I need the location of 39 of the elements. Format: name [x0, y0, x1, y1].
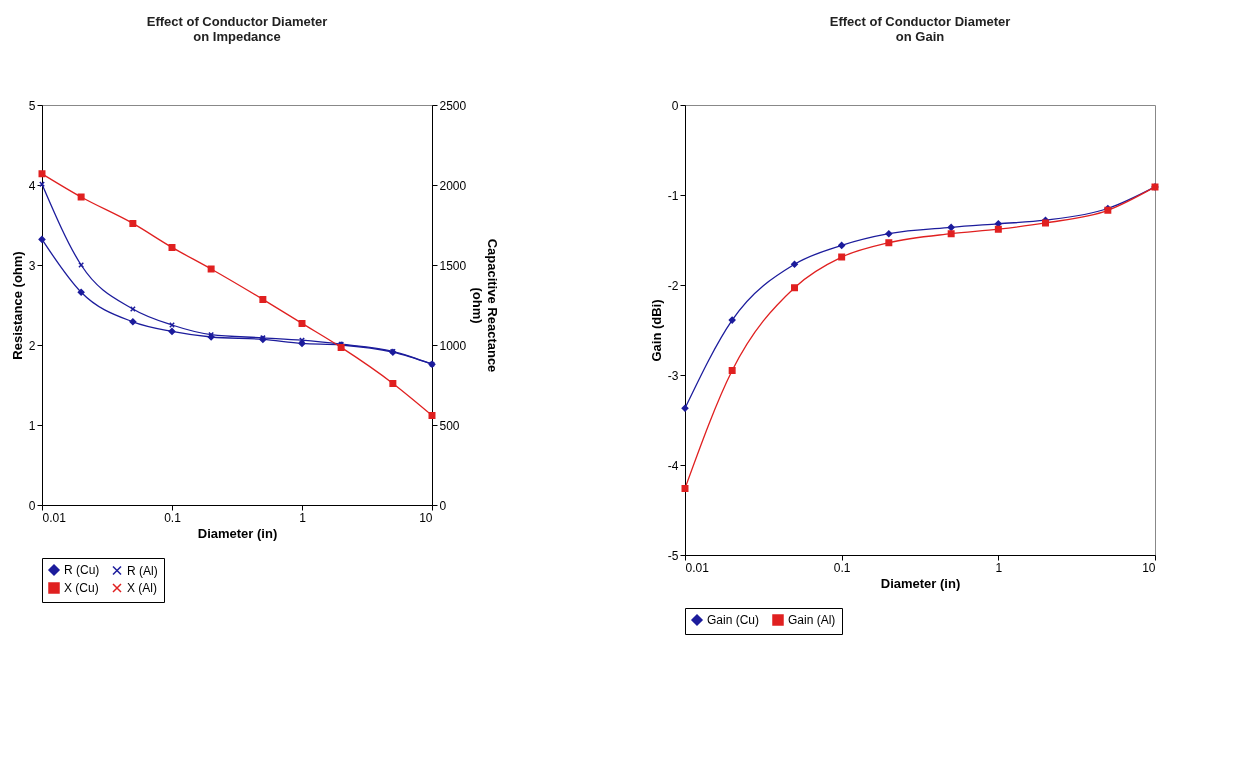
- y2-tick-label: 1500: [439, 258, 467, 273]
- x-tick-label: 0.1: [164, 510, 182, 525]
- y-axis-title: Resistance (ohm): [9, 251, 25, 360]
- y-tick-label: 3: [28, 258, 36, 273]
- y-tick-label: 1: [28, 418, 36, 433]
- y-axis-title: Gain (dBi): [648, 299, 664, 362]
- x-axis-title: Diameter (in): [197, 525, 278, 541]
- x-axis-title: Diameter (in): [880, 575, 961, 591]
- y2-axis-title: Capacitive Reactance (ohm): [470, 238, 501, 373]
- x-tick-label: 0.01: [685, 560, 710, 575]
- y2-tick-label: 500: [439, 418, 460, 433]
- x-tick-label: 10: [419, 510, 433, 525]
- legend-label: X (Cu): [64, 581, 99, 595]
- x-tick-label: 10: [1142, 560, 1156, 575]
- y-tick-label: 4: [28, 178, 36, 193]
- legend-label: R (Al): [127, 563, 158, 578]
- y2-tick-label: 2000: [439, 178, 467, 193]
- y-tick-label: -1: [667, 188, 679, 203]
- y2-tick-label: 0: [439, 498, 447, 513]
- x-tick-label: 1: [995, 560, 1003, 575]
- y2-tick-label: 1000: [439, 338, 467, 353]
- chart-title: Effect of Conductor Diameter on Gain: [829, 14, 1011, 44]
- y-tick-label: 2: [28, 338, 36, 353]
- y-tick-label: -5: [667, 548, 679, 563]
- y-tick-label: -3: [667, 368, 679, 383]
- y-tick-label: -4: [667, 458, 679, 473]
- y-tick-label: 0: [671, 98, 679, 113]
- y2-tick-label: 2500: [439, 98, 467, 113]
- chart-title: Effect of Conductor Diameter on Impedance: [146, 14, 328, 44]
- y-tick-label: -2: [667, 278, 679, 293]
- legend-label: Gain (Cu): [707, 613, 760, 627]
- x-tick-label: 0.1: [833, 560, 851, 575]
- y-tick-label: 5: [28, 98, 36, 113]
- legend-label: Gain (Al): [788, 613, 836, 627]
- x-tick-label: 1: [299, 510, 307, 525]
- legend-label: R (Cu): [64, 563, 100, 577]
- y-tick-label: 0: [28, 498, 36, 513]
- legend-label: X (Al): [127, 581, 157, 595]
- x-tick-label: 0.01: [42, 510, 67, 525]
